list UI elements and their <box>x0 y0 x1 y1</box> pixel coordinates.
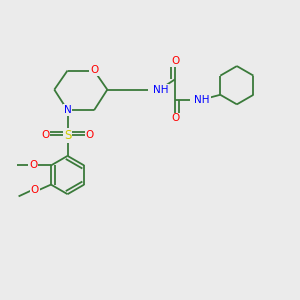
Text: NH: NH <box>153 85 168 94</box>
Text: O: O <box>31 185 39 196</box>
Text: O: O <box>29 160 38 170</box>
Text: O: O <box>41 130 50 140</box>
Text: S: S <box>64 129 71 142</box>
Text: NH: NH <box>194 95 210 105</box>
Text: O: O <box>90 65 98 76</box>
Text: O: O <box>85 130 94 140</box>
Text: N: N <box>64 105 71 115</box>
Text: O: O <box>171 113 179 124</box>
Text: O: O <box>171 56 179 66</box>
